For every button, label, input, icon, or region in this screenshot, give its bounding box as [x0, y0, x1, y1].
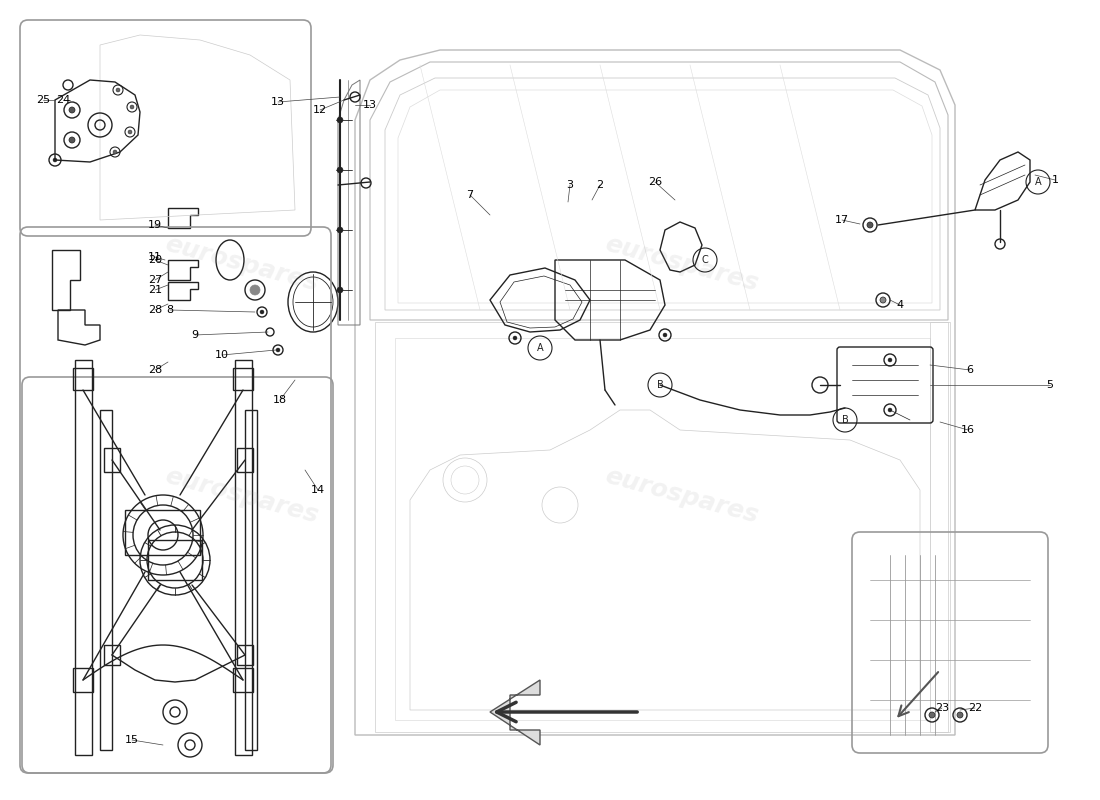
Text: 13: 13: [271, 97, 285, 107]
Circle shape: [337, 287, 343, 293]
Text: 27: 27: [147, 275, 162, 285]
Text: 28: 28: [147, 305, 162, 315]
Text: eurospares: eurospares: [603, 464, 761, 528]
Text: 14: 14: [311, 485, 326, 495]
Text: 5: 5: [1046, 380, 1054, 390]
Text: eurospares: eurospares: [603, 232, 761, 296]
Text: A: A: [537, 343, 543, 353]
Circle shape: [116, 88, 120, 92]
Text: 7: 7: [466, 190, 474, 200]
Text: 22: 22: [968, 703, 982, 713]
Circle shape: [260, 310, 264, 314]
Text: eurospares: eurospares: [163, 464, 321, 528]
Polygon shape: [490, 680, 540, 745]
Text: B: B: [657, 380, 663, 390]
Text: 11: 11: [148, 252, 162, 262]
Text: 15: 15: [125, 735, 139, 745]
Circle shape: [276, 348, 280, 352]
Text: A: A: [1035, 177, 1042, 187]
Text: 13: 13: [363, 100, 377, 110]
Circle shape: [888, 358, 892, 362]
Circle shape: [888, 408, 892, 412]
Circle shape: [513, 336, 517, 340]
Text: C: C: [702, 255, 708, 265]
Circle shape: [113, 150, 117, 154]
Text: 18: 18: [273, 395, 287, 405]
Circle shape: [69, 107, 75, 113]
Text: 20: 20: [147, 255, 162, 265]
Circle shape: [867, 222, 873, 228]
Circle shape: [930, 712, 935, 718]
Text: 19: 19: [147, 220, 162, 230]
Text: 23: 23: [935, 703, 949, 713]
Text: 17: 17: [835, 215, 849, 225]
Circle shape: [337, 167, 343, 173]
Text: 3: 3: [566, 180, 573, 190]
Circle shape: [337, 117, 343, 123]
Circle shape: [957, 712, 962, 718]
Circle shape: [53, 158, 57, 162]
Circle shape: [128, 130, 132, 134]
Text: 12: 12: [312, 105, 327, 115]
Text: 4: 4: [896, 300, 903, 310]
Text: 24: 24: [56, 95, 70, 105]
Circle shape: [250, 285, 260, 295]
Text: 6: 6: [967, 365, 974, 375]
Text: 9: 9: [191, 330, 199, 340]
Text: 28: 28: [147, 365, 162, 375]
Circle shape: [130, 105, 134, 109]
Text: 21: 21: [147, 285, 162, 295]
Circle shape: [69, 137, 75, 143]
Text: 2: 2: [596, 180, 604, 190]
Text: 1: 1: [1052, 175, 1058, 185]
Text: 25: 25: [36, 95, 51, 105]
Circle shape: [663, 333, 667, 337]
Text: 8: 8: [166, 305, 174, 315]
Text: 16: 16: [961, 425, 975, 435]
Text: eurospares: eurospares: [163, 232, 321, 296]
Text: B: B: [842, 415, 848, 425]
Circle shape: [337, 227, 343, 233]
Circle shape: [880, 297, 886, 303]
Text: 10: 10: [214, 350, 229, 360]
Text: 26: 26: [648, 177, 662, 187]
